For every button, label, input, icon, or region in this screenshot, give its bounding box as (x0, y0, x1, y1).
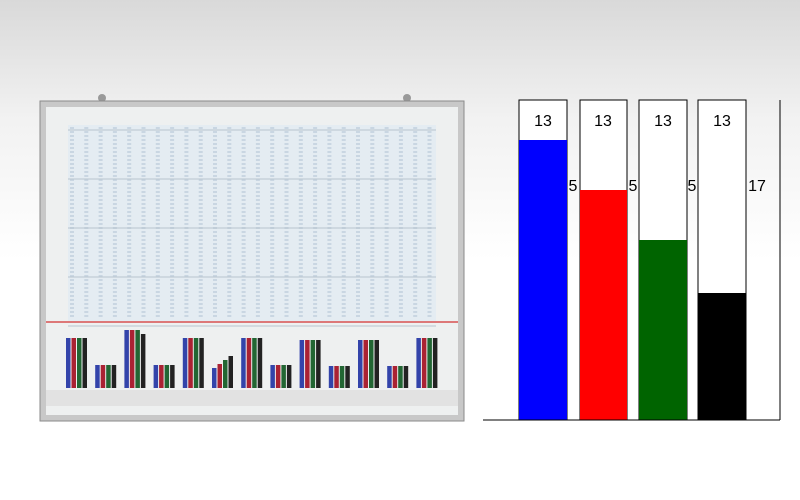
magnet-bar (270, 365, 275, 388)
magnet-bar (427, 338, 432, 388)
magnet-bar (358, 340, 363, 388)
column-fill (639, 240, 687, 420)
magnet-bar (257, 338, 263, 388)
magnet-bar (159, 365, 164, 388)
column-fill (519, 140, 567, 420)
magnet-bar (188, 338, 193, 388)
magnet-bar (246, 338, 252, 388)
magnet-bar (82, 338, 87, 388)
magnet-bar (199, 338, 204, 388)
magnet-bar (328, 366, 334, 388)
magnet-bar (305, 340, 310, 388)
magnet-bar (140, 334, 146, 388)
magnet-bar (299, 340, 305, 388)
magnet-bar (95, 365, 100, 388)
magnet-bar (241, 338, 246, 388)
magnet-bar (281, 365, 286, 388)
whiteboard (39, 94, 465, 422)
magnet-bar (334, 366, 339, 388)
hanger (403, 94, 411, 102)
magnet-bar (135, 330, 140, 388)
side-label: 5 (688, 178, 697, 195)
magnet-bar (374, 340, 379, 388)
side-label: 5 (629, 178, 638, 195)
top-label: 13 (713, 113, 731, 130)
diagram: 13 13 13 13 5 5 5 17 (483, 99, 781, 421)
column-fill (698, 293, 746, 420)
magnet-bar (387, 366, 392, 388)
magnet-bar (403, 366, 409, 388)
magnet-bar (217, 364, 222, 388)
magnet-bar (228, 356, 233, 388)
magnet-bar (111, 365, 117, 388)
magnet-bar (124, 330, 129, 388)
magnet-bar (416, 338, 421, 388)
magnet-bar (363, 340, 368, 388)
magnet-bar (66, 338, 71, 388)
top-label: 13 (654, 113, 672, 130)
magnet-bar (339, 366, 345, 388)
magnet-bar (345, 366, 350, 388)
magnet-bar (223, 360, 228, 388)
magnet-bar (252, 338, 257, 388)
magnet-bar (316, 340, 321, 388)
magnet-bar (369, 340, 374, 388)
magnet-bar (153, 365, 159, 388)
magnet-bar (193, 338, 199, 388)
grid-area (68, 125, 436, 321)
magnet-bar (392, 366, 398, 388)
side-label: 17 (748, 178, 766, 195)
magnet-bar (421, 338, 427, 388)
magnet-bar (77, 338, 82, 388)
magnet-bar (212, 368, 217, 388)
side-label: 5 (569, 178, 578, 195)
column-fill (580, 190, 627, 420)
hanger (98, 94, 106, 102)
magnet-bar (398, 366, 403, 388)
magnet-bar (432, 338, 438, 388)
top-label: 13 (534, 113, 552, 130)
magnet-bar (310, 340, 316, 388)
magnet-bar (129, 330, 135, 388)
magnet-bar (170, 365, 175, 388)
magnet-bar (106, 365, 111, 388)
magnet-bar (182, 338, 188, 388)
magnet-bar (275, 365, 281, 388)
magnet-bar (71, 338, 76, 388)
magnet-bar (286, 365, 292, 388)
bottom-strip (46, 390, 458, 406)
magnet-bar (100, 365, 106, 388)
top-label: 13 (594, 113, 612, 130)
magnet-bar (164, 365, 170, 388)
